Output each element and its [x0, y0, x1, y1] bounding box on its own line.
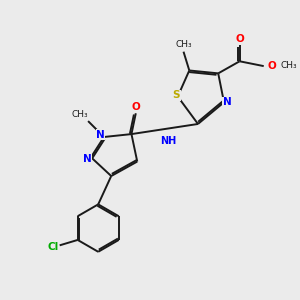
Text: CH₃: CH₃: [175, 40, 192, 49]
Text: NH: NH: [160, 136, 177, 146]
Text: N: N: [83, 154, 92, 164]
Text: N: N: [96, 130, 105, 140]
Text: Cl: Cl: [48, 242, 59, 252]
Text: S: S: [172, 90, 180, 100]
Text: O: O: [131, 102, 140, 112]
Text: O: O: [236, 34, 244, 44]
Text: CH₃: CH₃: [72, 110, 88, 119]
Text: CH₃: CH₃: [281, 61, 297, 70]
Text: N: N: [223, 97, 231, 107]
Text: O: O: [267, 61, 276, 70]
